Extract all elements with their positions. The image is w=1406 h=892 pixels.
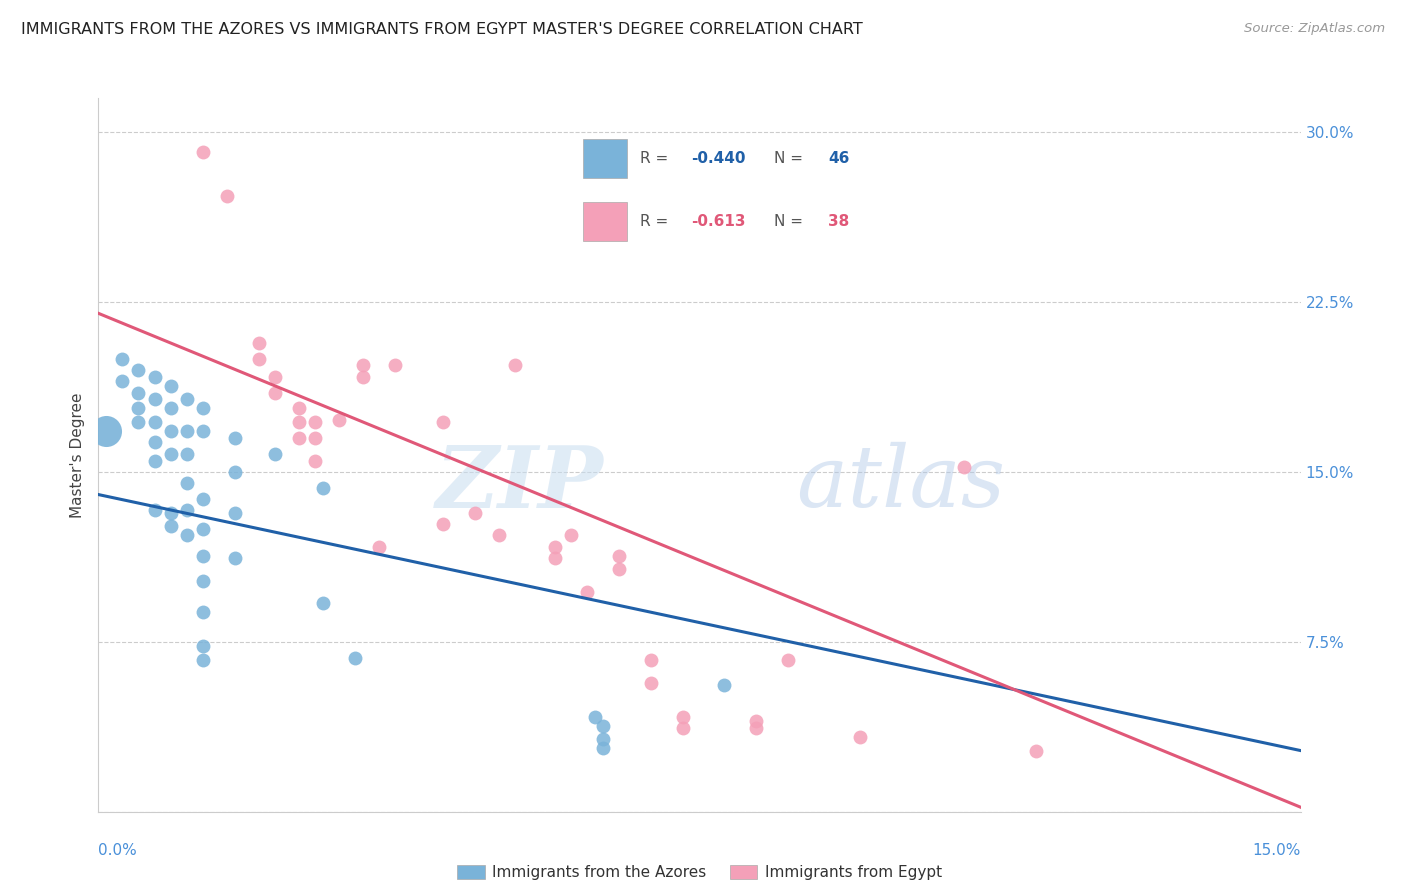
Point <box>263 385 285 400</box>
Point <box>263 369 285 384</box>
Point <box>672 721 695 735</box>
Point <box>592 718 614 732</box>
Point <box>464 506 486 520</box>
Point <box>159 401 181 416</box>
Point <box>191 549 214 563</box>
Point <box>191 492 214 507</box>
Point <box>128 363 150 377</box>
Point <box>247 335 270 350</box>
Point <box>143 369 166 384</box>
Point <box>432 415 454 429</box>
Point <box>384 359 406 373</box>
Point <box>368 540 391 554</box>
Point <box>592 741 614 756</box>
Point <box>191 640 214 654</box>
Point <box>328 413 350 427</box>
Point <box>304 431 326 445</box>
Point <box>128 415 150 429</box>
Point <box>609 562 631 576</box>
Text: atlas: atlas <box>796 442 1005 524</box>
Point <box>96 424 118 438</box>
Point <box>143 435 166 450</box>
Point <box>288 401 311 416</box>
Point <box>247 351 270 366</box>
Point <box>191 424 214 438</box>
Point <box>176 392 198 407</box>
Point <box>224 431 246 445</box>
Point <box>583 709 606 723</box>
Point <box>640 653 662 667</box>
Legend: Immigrants from the Azores, Immigrants from Egypt: Immigrants from the Azores, Immigrants f… <box>451 858 948 886</box>
Point <box>143 392 166 407</box>
Point <box>128 401 150 416</box>
Point <box>143 503 166 517</box>
Point <box>713 678 735 692</box>
Point <box>176 503 198 517</box>
Point <box>191 145 214 160</box>
Point <box>432 516 454 531</box>
Point <box>224 465 246 479</box>
Point <box>352 359 374 373</box>
Point <box>288 431 311 445</box>
Point <box>352 369 374 384</box>
Point <box>544 551 567 566</box>
Point <box>176 528 198 542</box>
Point <box>672 709 695 723</box>
Text: IMMIGRANTS FROM THE AZORES VS IMMIGRANTS FROM EGYPT MASTER'S DEGREE CORRELATION : IMMIGRANTS FROM THE AZORES VS IMMIGRANTS… <box>21 22 863 37</box>
Point <box>609 549 631 563</box>
Point <box>128 385 150 400</box>
Point <box>191 574 214 588</box>
Point <box>176 424 198 438</box>
Point <box>576 585 599 599</box>
Point <box>640 675 662 690</box>
Point <box>111 374 134 388</box>
Point <box>191 401 214 416</box>
Text: 15.0%: 15.0% <box>1253 843 1301 858</box>
Point <box>776 653 799 667</box>
Text: Source: ZipAtlas.com: Source: ZipAtlas.com <box>1244 22 1385 36</box>
Point <box>744 714 766 728</box>
Point <box>111 351 134 366</box>
Point <box>312 596 335 610</box>
Point <box>503 359 526 373</box>
Point <box>343 650 366 665</box>
Point <box>488 528 510 542</box>
Point <box>215 188 238 202</box>
Point <box>288 415 311 429</box>
Point <box>191 606 214 620</box>
Point <box>159 519 181 533</box>
Point <box>143 415 166 429</box>
Point <box>159 424 181 438</box>
Y-axis label: Master's Degree: Master's Degree <box>70 392 86 517</box>
Point <box>159 506 181 520</box>
Point <box>744 721 766 735</box>
Point <box>143 453 166 467</box>
Point <box>304 453 326 467</box>
Point <box>263 447 285 461</box>
Point <box>224 506 246 520</box>
Text: 0.0%: 0.0% <box>98 843 138 858</box>
Point <box>224 551 246 566</box>
Point <box>849 730 872 744</box>
Point <box>1025 743 1047 757</box>
Point <box>304 415 326 429</box>
Point <box>176 476 198 491</box>
Point <box>560 528 582 542</box>
Point <box>544 540 567 554</box>
Point <box>191 653 214 667</box>
Point <box>191 522 214 536</box>
Point <box>159 379 181 393</box>
Point <box>176 447 198 461</box>
Text: ZIP: ZIP <box>436 442 603 525</box>
Point <box>159 447 181 461</box>
Point <box>953 460 976 475</box>
Point <box>592 732 614 747</box>
Point <box>312 481 335 495</box>
